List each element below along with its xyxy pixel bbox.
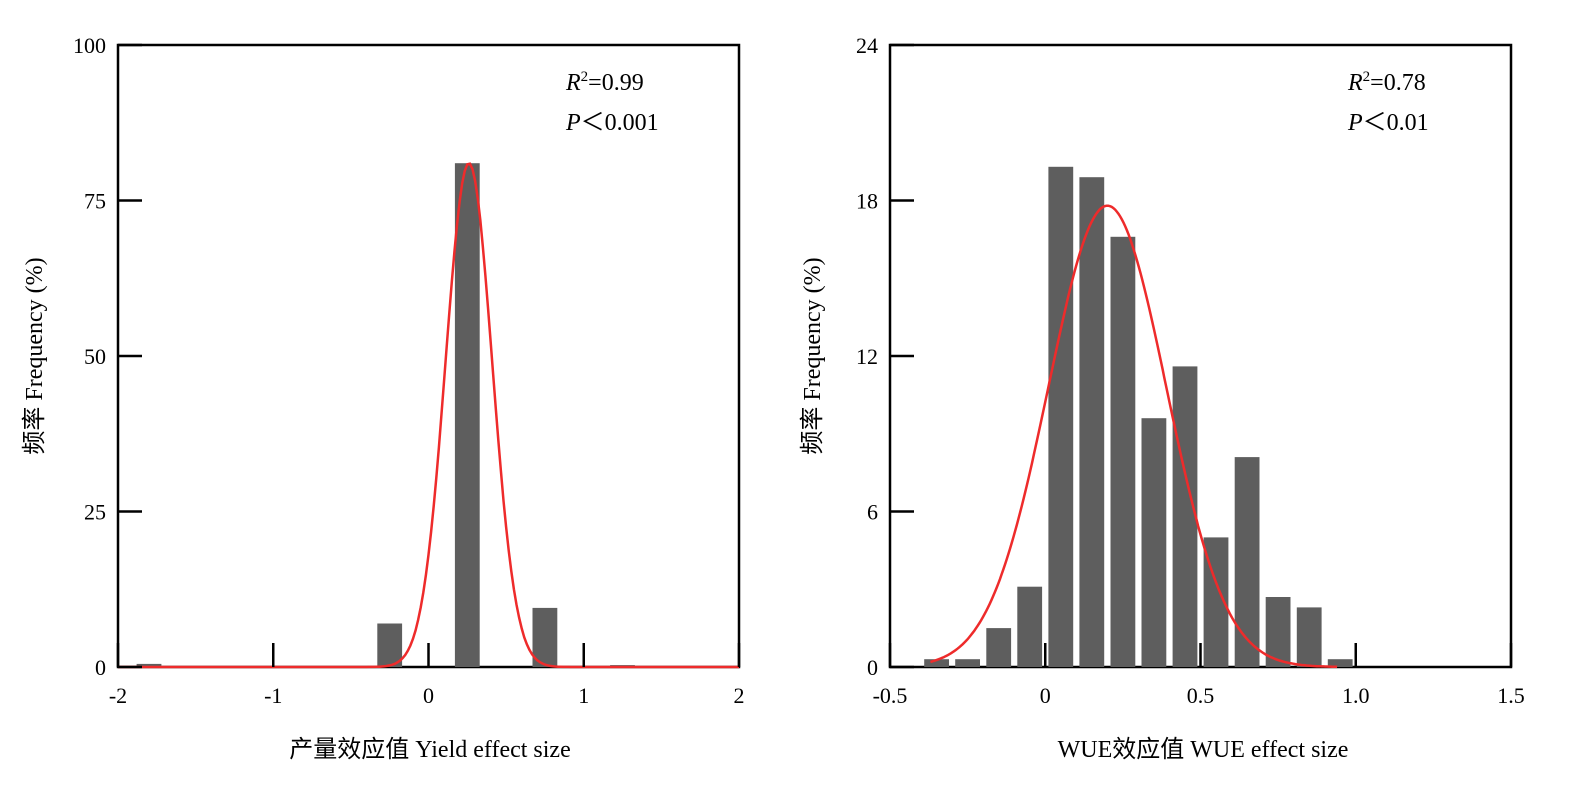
gaussian-fit-curve bbox=[118, 162, 739, 669]
histogram-bar bbox=[1079, 177, 1105, 667]
p-symbol: P bbox=[1347, 110, 1363, 136]
y-tick-label: 0 bbox=[867, 655, 878, 680]
r-squared-symbol: R bbox=[565, 70, 581, 96]
x-tick-label: 1.5 bbox=[1497, 683, 1525, 708]
histogram-bar bbox=[924, 659, 949, 667]
x-tick-label: -1 bbox=[264, 683, 282, 708]
p-symbol: P bbox=[565, 110, 581, 136]
histogram-bar bbox=[955, 659, 980, 667]
x-tick-label: 0.5 bbox=[1187, 683, 1215, 708]
histogram-bar bbox=[986, 628, 1012, 667]
wue-chart: -0.5 0 0.5 1.0 1.5 0 6 12 18 24 R2=0.78 P＜0.01 W… bbox=[799, 33, 1525, 763]
x-axis-title: WUE效应值 WUE effect size bbox=[1058, 736, 1349, 763]
p-value: ＜0.001 bbox=[581, 110, 659, 136]
bar-group bbox=[136, 163, 635, 667]
y-tick-label: 6 bbox=[867, 500, 878, 525]
r-squared-annotation: R2=0.99 bbox=[565, 69, 644, 96]
histogram-bar bbox=[454, 163, 480, 667]
histogram-bar bbox=[532, 607, 558, 667]
x-tick-label: -2 bbox=[109, 683, 127, 708]
r-squared-value: =0.99 bbox=[588, 70, 644, 96]
y-tick-label: 0 bbox=[95, 655, 106, 680]
x-axis-ticks: -2 -1 0 1 2 bbox=[109, 643, 745, 708]
histogram-bar bbox=[377, 623, 403, 667]
histogram-bar bbox=[136, 663, 162, 667]
y-tick-label: 75 bbox=[84, 189, 106, 214]
histogram-bar bbox=[1172, 366, 1198, 667]
p-value-annotation: P＜0.001 bbox=[565, 110, 659, 136]
x-tick-label: 1.0 bbox=[1342, 683, 1370, 708]
x-axis-title: 产量效应值 Yield effect size bbox=[289, 736, 570, 763]
x-tick-label: 0 bbox=[423, 683, 434, 708]
histogram-bar bbox=[1296, 607, 1322, 667]
y-tick-label: 18 bbox=[856, 189, 878, 214]
r-squared-superscript: 2 bbox=[1363, 69, 1371, 85]
y-tick-label: 50 bbox=[84, 344, 106, 369]
x-tick-label: 2 bbox=[734, 683, 745, 708]
y-tick-label: 12 bbox=[856, 344, 878, 369]
histogram-bar bbox=[1234, 457, 1260, 667]
r-squared-annotation: R2=0.78 bbox=[1347, 69, 1426, 96]
y-tick-label: 100 bbox=[73, 33, 106, 58]
y-axis-title: 频率 Frequency (%) bbox=[799, 257, 826, 454]
y-axis-title: 频率 Frequency (%) bbox=[21, 257, 48, 454]
x-axis-ticks: -0.5 0 0.5 1.0 1.5 bbox=[873, 643, 1525, 708]
r-squared-symbol: R bbox=[1347, 70, 1363, 96]
histogram-bar bbox=[1048, 166, 1074, 668]
histogram-bar bbox=[1017, 586, 1043, 667]
y-axis-ticks: 0 6 12 18 24 bbox=[856, 33, 914, 680]
x-tick-label: 1 bbox=[578, 683, 589, 708]
plot-frame bbox=[116, 43, 741, 669]
plot-frame bbox=[888, 43, 1513, 669]
y-axis-ticks: 0 25 50 75 100 bbox=[73, 33, 142, 680]
y-tick-label: 25 bbox=[84, 500, 106, 525]
bar-group bbox=[924, 166, 1353, 668]
gaussian-fit-curve bbox=[930, 204, 1338, 669]
x-tick-label: 0 bbox=[1040, 683, 1051, 708]
p-value-annotation: P＜0.01 bbox=[1347, 110, 1429, 136]
p-value: ＜0.01 bbox=[1363, 110, 1429, 136]
r-squared-superscript: 2 bbox=[581, 69, 589, 85]
histogram-bar bbox=[1110, 236, 1136, 668]
y-tick-label: 24 bbox=[856, 33, 878, 58]
r-squared-value: =0.78 bbox=[1370, 70, 1426, 96]
x-tick-label: -0.5 bbox=[873, 683, 908, 708]
histogram-bar bbox=[1141, 418, 1167, 667]
histogram-bar bbox=[1327, 659, 1353, 667]
